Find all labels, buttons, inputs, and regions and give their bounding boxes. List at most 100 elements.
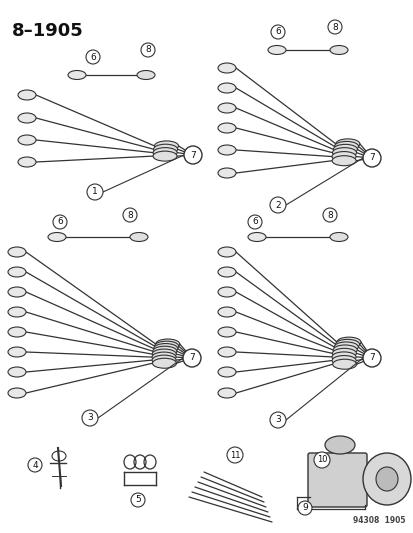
Circle shape <box>86 50 100 64</box>
Circle shape <box>322 208 336 222</box>
Ellipse shape <box>18 135 36 145</box>
Ellipse shape <box>68 70 86 79</box>
Ellipse shape <box>152 346 176 356</box>
Circle shape <box>327 20 341 34</box>
Ellipse shape <box>152 358 176 368</box>
Text: 7: 7 <box>190 150 195 159</box>
Text: 5: 5 <box>135 496 140 505</box>
Ellipse shape <box>153 148 177 158</box>
Circle shape <box>362 349 380 367</box>
Ellipse shape <box>247 232 266 241</box>
Ellipse shape <box>331 156 355 166</box>
Ellipse shape <box>8 247 26 257</box>
Ellipse shape <box>154 141 178 151</box>
Ellipse shape <box>8 388 26 398</box>
Ellipse shape <box>332 349 356 358</box>
Circle shape <box>271 25 284 39</box>
Text: 6: 6 <box>252 217 257 227</box>
Ellipse shape <box>332 148 356 158</box>
Circle shape <box>53 215 67 229</box>
Ellipse shape <box>329 45 347 54</box>
Text: 8: 8 <box>145 45 150 54</box>
Ellipse shape <box>333 342 357 352</box>
Circle shape <box>123 208 137 222</box>
Ellipse shape <box>218 327 235 337</box>
Text: 6: 6 <box>90 52 96 61</box>
Ellipse shape <box>8 327 26 337</box>
Text: 8–1905: 8–1905 <box>12 22 83 40</box>
Ellipse shape <box>218 63 235 73</box>
Text: 9: 9 <box>301 504 307 513</box>
Ellipse shape <box>8 307 26 317</box>
Ellipse shape <box>218 287 235 297</box>
Text: 11: 11 <box>229 450 240 459</box>
Ellipse shape <box>218 388 235 398</box>
Ellipse shape <box>155 339 179 349</box>
Ellipse shape <box>218 267 235 277</box>
Text: 10: 10 <box>316 456 326 464</box>
Text: 8: 8 <box>326 211 332 220</box>
Ellipse shape <box>332 345 356 355</box>
Circle shape <box>183 349 201 367</box>
Circle shape <box>183 146 202 164</box>
Circle shape <box>28 458 42 472</box>
Circle shape <box>131 493 145 507</box>
Ellipse shape <box>331 352 355 362</box>
Text: 8: 8 <box>331 22 337 31</box>
Circle shape <box>141 43 154 57</box>
Ellipse shape <box>336 337 360 347</box>
Ellipse shape <box>152 355 176 365</box>
Text: 94308  1905: 94308 1905 <box>353 516 405 525</box>
Ellipse shape <box>218 145 235 155</box>
Circle shape <box>247 215 261 229</box>
Ellipse shape <box>218 347 235 357</box>
Circle shape <box>82 410 98 426</box>
Text: 3: 3 <box>275 416 280 424</box>
Ellipse shape <box>335 139 359 149</box>
Text: 7: 7 <box>189 353 195 362</box>
Ellipse shape <box>153 144 177 154</box>
Ellipse shape <box>331 356 355 366</box>
Text: 3: 3 <box>87 414 93 423</box>
Ellipse shape <box>218 367 235 377</box>
Text: 8: 8 <box>127 211 133 220</box>
Ellipse shape <box>153 151 177 161</box>
Ellipse shape <box>8 367 26 377</box>
Ellipse shape <box>152 349 176 359</box>
Ellipse shape <box>152 352 176 362</box>
Ellipse shape <box>218 103 235 113</box>
Text: 6: 6 <box>275 28 280 36</box>
Ellipse shape <box>137 70 154 79</box>
Circle shape <box>313 452 329 468</box>
Ellipse shape <box>324 436 354 454</box>
Text: 7: 7 <box>368 353 374 362</box>
Ellipse shape <box>48 232 66 241</box>
Ellipse shape <box>334 141 358 151</box>
Ellipse shape <box>267 45 285 54</box>
Ellipse shape <box>18 113 36 123</box>
Text: 7: 7 <box>368 154 374 163</box>
Ellipse shape <box>218 83 235 93</box>
Circle shape <box>87 184 103 200</box>
Ellipse shape <box>331 151 355 161</box>
Ellipse shape <box>8 347 26 357</box>
Circle shape <box>297 501 311 515</box>
Ellipse shape <box>362 453 410 505</box>
Circle shape <box>269 197 285 213</box>
FancyBboxPatch shape <box>307 453 366 507</box>
Ellipse shape <box>18 90 36 100</box>
Ellipse shape <box>154 341 178 351</box>
Text: 2: 2 <box>275 200 280 209</box>
Ellipse shape <box>153 344 177 353</box>
Ellipse shape <box>332 359 356 369</box>
Ellipse shape <box>218 307 235 317</box>
Text: 6: 6 <box>57 217 63 227</box>
Text: 4: 4 <box>32 461 38 470</box>
Circle shape <box>362 149 380 167</box>
Circle shape <box>226 447 242 463</box>
Ellipse shape <box>335 340 358 349</box>
Ellipse shape <box>218 168 235 178</box>
Ellipse shape <box>8 287 26 297</box>
Circle shape <box>269 412 285 428</box>
Ellipse shape <box>130 232 147 241</box>
